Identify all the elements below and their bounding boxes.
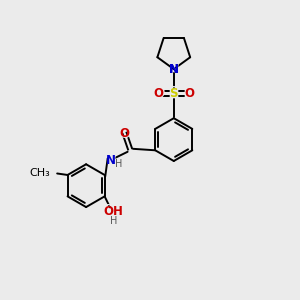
- Text: H: H: [110, 216, 117, 226]
- Text: O: O: [118, 126, 131, 141]
- Text: N: N: [169, 63, 179, 76]
- Text: H: H: [115, 159, 123, 169]
- Text: O: O: [184, 87, 194, 100]
- Text: O: O: [183, 86, 196, 101]
- Text: O: O: [153, 87, 163, 100]
- Text: CH₃: CH₃: [29, 169, 50, 178]
- Text: OH: OH: [103, 205, 124, 218]
- Text: N: N: [168, 62, 179, 77]
- Text: OH: OH: [101, 204, 126, 219]
- Text: N: N: [169, 63, 179, 76]
- Text: S: S: [169, 87, 178, 100]
- Text: O: O: [120, 127, 130, 140]
- Text: N: N: [105, 153, 117, 168]
- Text: N: N: [106, 154, 116, 167]
- Text: S: S: [168, 85, 179, 103]
- Text: O: O: [152, 86, 165, 101]
